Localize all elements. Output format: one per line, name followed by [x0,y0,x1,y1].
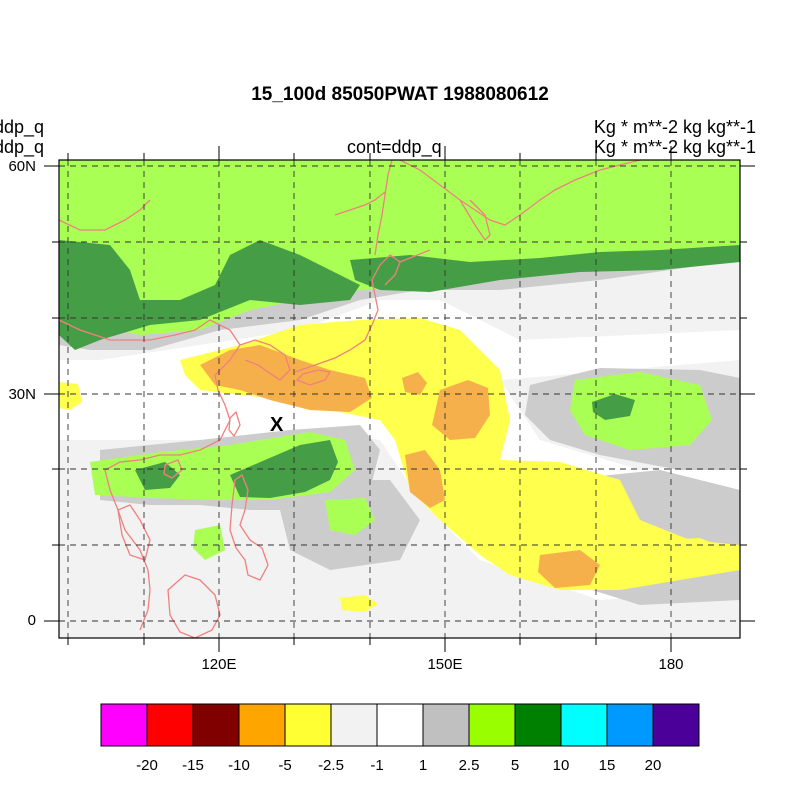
colorbar-tick-label: 15 [598,757,616,774]
contour-fill-layer [59,160,740,638]
contour-darkgreen-northwest [59,240,360,350]
colorbar-tick-label: -15 [182,757,204,774]
contour-orange-island [402,372,427,395]
colorbar-swatch [468,703,516,747]
colorbar-tick-label: -20 [136,757,158,774]
colorbar-swatch [606,703,654,747]
contour-orange-southeast [538,550,600,588]
colorbar-swatch [192,703,240,747]
colorbar-swatch [146,703,194,747]
contour-darkgreen-tropics-west [135,462,180,490]
colorbar-swatch [100,703,148,747]
storm-center-marker: X [270,414,284,436]
left-label-top: ddp_q [0,117,45,137]
grid-lines [59,160,740,638]
colorbar-tick-label: -10 [228,757,250,774]
coastline-borneo [167,574,221,638]
coastline-northwest [59,199,151,231]
colorbar-swatch [238,703,286,747]
right-label-bottom: Kg * m**-2 kg kg**-1 [593,137,756,157]
coastline-hainan [163,459,183,479]
coastline-japan [294,254,401,373]
contour-yellow-southeast [655,538,725,568]
coastline-okhotsk-west [334,191,386,216]
colorbar-tick-label: -5 [278,757,292,774]
colorbar-swatch [376,703,424,747]
lon-label-120e: 120E [201,656,237,673]
coastline-philippines [229,473,269,581]
contour-darkgreen-east [592,394,635,420]
contour-orange-korea [200,345,372,412]
lon-label-180: 180 [658,656,684,673]
coastline-japan-south [295,369,332,386]
coastline-taiwan [228,410,241,438]
coastline-kurils [399,249,431,263]
colorbar-tick-label: 1 [418,757,428,774]
axis-ticks [44,146,755,652]
colorbar-swatch [560,703,608,747]
colorbar-swatch [330,703,378,747]
colorbar-tick-label: 2.5 [458,757,480,774]
colorbar-swatch [514,703,562,747]
map-title: 15_100d 85050PWAT 1988080612 [251,84,549,105]
contour-orange-south [405,450,445,508]
coastline-korea [239,339,291,381]
contour-yellow-west [59,382,82,410]
contour-darkgreen-northeast [350,245,740,292]
coastline-sakhalin [374,160,393,256]
right-label-top: Kg * m**-2 kg kg**-1 [593,117,756,137]
contour-orange-mid [432,380,490,440]
left-label-bottom: ddp_q [0,137,45,157]
coastline-asia-mainland [59,319,241,631]
coastline-indochina [117,504,151,561]
lon-label-150e: 150E [427,656,463,673]
colorbar [100,703,700,747]
plot-frame [58,159,741,639]
colorbar-swatch [422,703,470,747]
contour-green-south [325,498,375,535]
lat-label-0: 0 [27,612,36,629]
center-label: cont=ddp_q [347,137,442,157]
lat-label-60n: 60N [8,158,36,175]
colorbar-swatch [652,703,700,747]
colorbar-tick-label: 20 [644,757,662,774]
contour-green-east [570,372,712,450]
colorbar-tick-label: -1 [370,757,384,774]
contour-green-southwest [193,525,225,560]
coastline-kamchatka [459,199,491,242]
colorbar-tick-label: 10 [552,757,570,774]
lat-label-30n: 30N [8,386,36,403]
colorbar-tick-label: -2.5 [318,757,344,774]
colorbar-tick-label: 5 [510,757,520,774]
colorbar-swatch [284,703,332,747]
contour-yellow-south [340,595,378,612]
